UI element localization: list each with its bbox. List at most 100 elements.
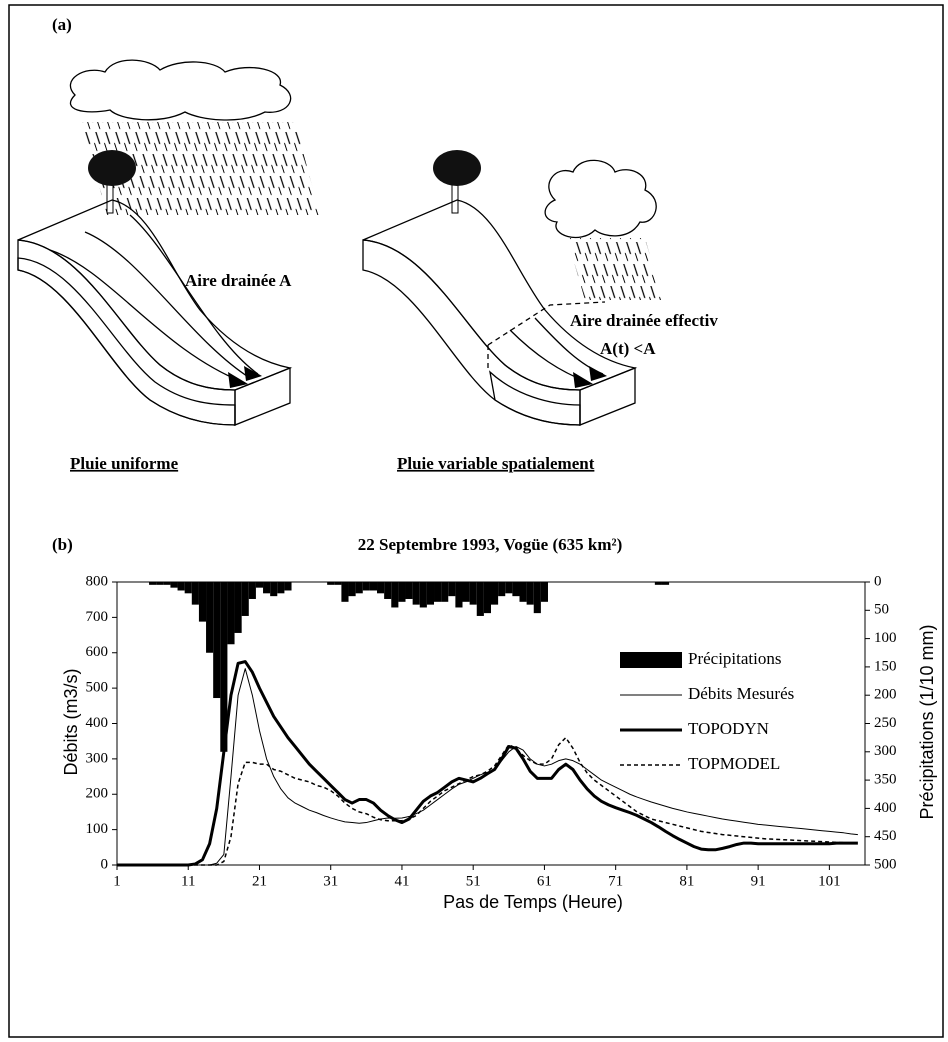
- precip-bar: [149, 582, 156, 585]
- panel-label: (b): [52, 535, 73, 554]
- tree-crown: [433, 150, 481, 186]
- precip-bar: [427, 582, 434, 605]
- y-tick-label: 600: [86, 644, 109, 660]
- precip-bar: [227, 582, 234, 644]
- precip-bar: [527, 582, 534, 605]
- precip-bar: [391, 582, 398, 607]
- precip-bar: [199, 582, 206, 622]
- y2-tick-label: 350: [874, 772, 897, 788]
- precip-bar: [192, 582, 199, 605]
- y2-tick-label: 150: [874, 658, 897, 674]
- precip-bar: [534, 582, 541, 613]
- legend-label: Débits Mesurés: [688, 684, 794, 703]
- y-tick-label: 800: [86, 573, 109, 589]
- legend-label: TOPODYN: [688, 719, 769, 738]
- x-tick-label: 71: [608, 873, 623, 889]
- precip-bar: [277, 582, 284, 593]
- precip-bar: [448, 582, 455, 596]
- area-label: Aire drainée A: [185, 271, 292, 290]
- precip-bar: [519, 582, 526, 602]
- precip-bar: [512, 582, 519, 596]
- precip-bar: [178, 582, 185, 590]
- x-tick-label: 51: [466, 873, 481, 889]
- precip-bar: [441, 582, 448, 602]
- tree-crown: [88, 150, 136, 186]
- precip-bar: [249, 582, 256, 599]
- precip-bar: [363, 582, 370, 590]
- precip-bar: [163, 582, 170, 585]
- y-tick-label: 100: [86, 821, 109, 837]
- precip-bar: [213, 582, 220, 698]
- precip-bar: [334, 582, 341, 585]
- x-tick-label: 61: [537, 873, 552, 889]
- y-tick-label: 400: [86, 715, 109, 731]
- precip-bar: [470, 582, 477, 605]
- precip-bar: [384, 582, 391, 599]
- precip-bar: [156, 582, 163, 585]
- x-tick-label: 21: [252, 873, 267, 889]
- x-tick-label: 101: [818, 873, 841, 889]
- y2-tick-label: 400: [874, 800, 897, 816]
- precip-bar: [420, 582, 427, 607]
- precip-bar: [341, 582, 348, 602]
- precip-bar: [256, 582, 263, 588]
- precip-bar: [455, 582, 462, 607]
- y-tick-label: 500: [86, 680, 109, 696]
- y2-tick-label: 250: [874, 715, 897, 731]
- legend-swatch: [620, 652, 682, 668]
- y2-tick-label: 500: [874, 856, 897, 872]
- precip-bar: [491, 582, 498, 605]
- precip-bar: [398, 582, 405, 602]
- precip-bar: [349, 582, 356, 596]
- x-tick-label: 11: [181, 873, 195, 889]
- y-tick-label: 700: [86, 609, 109, 625]
- precip-bar: [434, 582, 441, 602]
- chart-title: 22 Septembre 1993, Vogüe (635 km²): [358, 535, 623, 554]
- x-tick-label: 31: [323, 873, 338, 889]
- y2-tick-label: 50: [874, 602, 889, 618]
- precip-bar: [655, 582, 662, 585]
- page: (a) Aire drainée A Pluie uniforme Aire d…: [0, 0, 948, 1042]
- precip-bar: [505, 582, 512, 593]
- precip-bar: [327, 582, 334, 585]
- precip-bar: [484, 582, 491, 613]
- x-tick-label: 91: [751, 873, 766, 889]
- area-label: Aire drainée effectiv: [570, 311, 718, 330]
- figure: (a) Aire drainée A Pluie uniforme Aire d…: [0, 0, 948, 1042]
- precip-bar: [370, 582, 377, 590]
- precip-bar: [270, 582, 277, 596]
- y-tick-label: 0: [101, 856, 109, 872]
- y-axis-label: Débits (m3/s): [61, 668, 81, 775]
- y2-tick-label: 450: [874, 828, 897, 844]
- area-label: A(t) <A: [600, 339, 656, 358]
- y2-tick-label: 300: [874, 743, 897, 759]
- tree-trunk: [452, 185, 458, 213]
- y-tick-label: 200: [86, 786, 109, 802]
- precip-bar: [662, 582, 669, 585]
- precip-bar: [463, 582, 470, 602]
- y2-axis-label: Précipitations (1/10 mm): [917, 624, 937, 819]
- precip-bar: [206, 582, 213, 653]
- precip-bar: [356, 582, 363, 593]
- precip-bar: [235, 582, 242, 633]
- precip-bar: [541, 582, 548, 602]
- precip-bar: [263, 582, 270, 593]
- tree-trunk: [107, 185, 113, 213]
- panel-label: (a): [52, 15, 72, 34]
- precip-bar: [170, 582, 177, 588]
- y2-tick-label: 100: [874, 630, 897, 646]
- y-tick-label: 300: [86, 750, 109, 766]
- precip-bar: [185, 582, 192, 593]
- x-tick-label: 41: [394, 873, 409, 889]
- precip-bar: [242, 582, 249, 616]
- y2-tick-label: 200: [874, 687, 897, 703]
- precip-bar: [413, 582, 420, 605]
- caption: Pluie uniforme: [70, 454, 179, 473]
- precip-bar: [477, 582, 484, 616]
- legend-label: Précipitations: [688, 649, 781, 668]
- caption: Pluie variable spatialement: [397, 454, 595, 473]
- precip-bar: [377, 582, 384, 593]
- precip-bar: [498, 582, 505, 596]
- x-tick-label: 81: [679, 873, 694, 889]
- y2-tick-label: 0: [874, 573, 882, 589]
